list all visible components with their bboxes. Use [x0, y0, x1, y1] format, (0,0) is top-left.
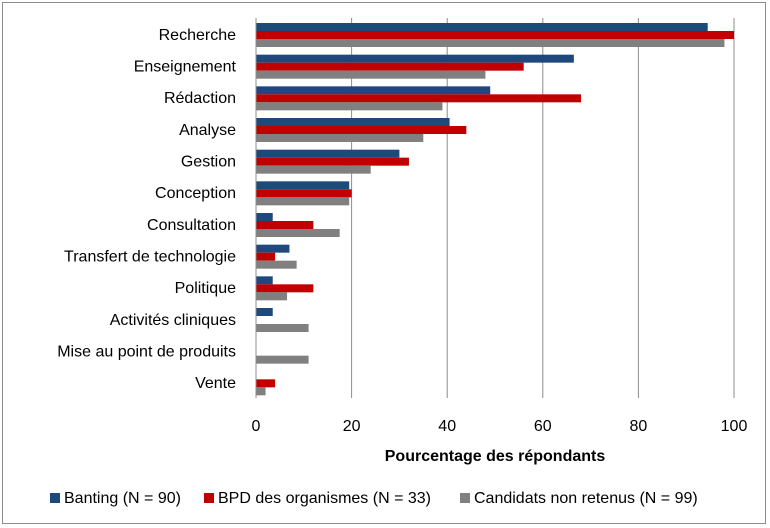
category-label: Recherche — [159, 27, 236, 44]
x-tick-label: 60 — [534, 418, 552, 435]
bar-1-2 — [256, 54, 574, 63]
bar-2-6 — [256, 189, 352, 198]
x-tick-label: 80 — [630, 418, 648, 435]
bar-3-10 — [256, 324, 309, 332]
category-label: Enseignement — [134, 59, 237, 76]
bar-3-11 — [256, 355, 309, 364]
bar-1-8 — [256, 244, 290, 253]
legend-label-2: BPD des organismes (N = 33) — [218, 490, 431, 507]
bar-3-6 — [256, 197, 350, 206]
category-label: Gestion — [181, 154, 236, 171]
bar-3-1 — [256, 39, 725, 47]
category-label: Consultation — [147, 217, 236, 234]
x-tick-label: 20 — [343, 418, 361, 435]
category-label: Activités cliniques — [110, 312, 236, 329]
bar-3-5 — [256, 165, 371, 174]
bar-3-12 — [256, 387, 266, 396]
bar-2-2 — [256, 62, 524, 71]
x-axis-label: Pourcentage des répondants — [385, 448, 606, 465]
bar-2-4 — [256, 126, 467, 134]
bar-1-5 — [256, 149, 400, 158]
category-label: Politique — [175, 280, 236, 297]
legend-swatch-1 — [50, 493, 60, 503]
bar-2-5 — [256, 157, 409, 166]
category-label: Vente — [195, 375, 236, 392]
bar-3-2 — [256, 70, 486, 79]
bar-2-9 — [256, 284, 314, 293]
category-labels: Recherche Enseignement Rédaction Analyse Ges… — [57, 27, 236, 392]
category-label: Conception — [155, 185, 236, 202]
category-label: Transfert de technologie — [64, 249, 236, 266]
bar-3-9 — [256, 292, 288, 301]
gridlines — [351, 18, 735, 398]
x-tick-label: 0 — [252, 418, 261, 435]
bar-3-4 — [256, 134, 424, 142]
legend-label-1: Banting (N = 90) — [64, 490, 181, 507]
category-label: Analyse — [179, 122, 236, 139]
bar-2-7 — [256, 221, 314, 229]
category-label: Mise au point de produits — [57, 344, 236, 361]
bar-2-3 — [256, 94, 582, 103]
x-tick-label: 100 — [721, 418, 748, 435]
bar-1-3 — [256, 86, 491, 95]
bar-3-8 — [256, 260, 297, 269]
bar-2-8 — [256, 252, 276, 261]
x-tick-labels: 0 20 40 60 80 100 — [252, 418, 748, 435]
bar-1-7 — [256, 213, 273, 221]
bars — [256, 23, 734, 396]
bar-2-12 — [256, 379, 276, 388]
bar-1-10 — [256, 308, 273, 316]
legend-swatch-2 — [204, 493, 214, 503]
bar-1-6 — [256, 181, 350, 190]
bar-1-4 — [256, 118, 450, 126]
bar-3-7 — [256, 229, 340, 237]
x-tick-label: 40 — [438, 418, 456, 435]
legend-swatch-3 — [460, 493, 470, 503]
legend-label-3: Candidats non retenus (N = 99) — [474, 490, 698, 507]
bar-3-3 — [256, 102, 443, 111]
bar-2-1 — [256, 31, 734, 39]
bar-1-9 — [256, 276, 273, 285]
bar-1-1 — [256, 23, 708, 31]
category-label: Rédaction — [164, 90, 236, 107]
legend: Banting (N = 90) BPD des organismes (N = … — [50, 490, 698, 507]
